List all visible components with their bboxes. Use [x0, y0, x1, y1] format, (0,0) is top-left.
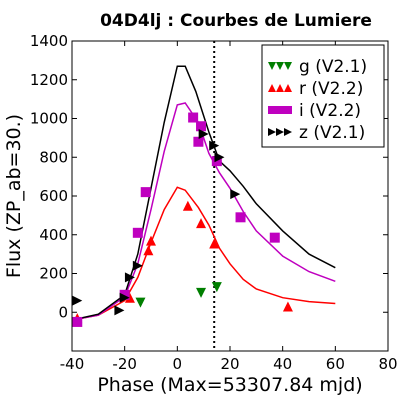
- data-point: [119, 292, 130, 303]
- data-point: [72, 295, 83, 306]
- data-point: [196, 121, 207, 132]
- chart-title: 04D4lj : Courbes de Lumiere: [100, 11, 372, 31]
- data-point: [124, 272, 135, 283]
- data-point: [196, 287, 207, 298]
- data-point: [269, 232, 280, 243]
- data-point: [211, 156, 222, 167]
- x-tick-label: -20: [112, 355, 137, 373]
- legend-entry: z (V2.1): [268, 123, 365, 143]
- y-tick-label: 400: [39, 226, 68, 244]
- data-point: [198, 129, 209, 139]
- x-tick-label: 80: [378, 355, 397, 373]
- data-point: [124, 292, 135, 303]
- data-point: [140, 187, 151, 198]
- legend-label: r (V2.2): [299, 79, 363, 99]
- data-point: [230, 189, 241, 200]
- data-point: [182, 200, 193, 211]
- data-point: [193, 136, 204, 147]
- data-point: [211, 282, 222, 293]
- model-curve: [72, 186, 336, 321]
- data-point: [196, 218, 207, 229]
- y-tick-label: 1000: [30, 110, 68, 128]
- legend-marker: [276, 62, 284, 70]
- data-point: [188, 112, 199, 123]
- x-tick-label: 40: [273, 355, 292, 373]
- data-point: [132, 227, 143, 238]
- legend: g (V2.1)r (V2.2)i (V2.2)z (V2.1): [261, 44, 385, 148]
- data-point: [209, 238, 220, 249]
- x-tick-label: 0: [173, 355, 183, 373]
- x-tick-label: 60: [326, 355, 345, 373]
- y-tick-label: 1400: [30, 32, 68, 50]
- legend-entry: i (V2.2): [268, 101, 361, 121]
- plot-content: [72, 41, 336, 351]
- data-point: [214, 152, 225, 163]
- legend-marker: [268, 84, 276, 92]
- legend-label: z (V2.1): [299, 123, 365, 143]
- x-tick-label: 20: [220, 355, 239, 373]
- y-axis-label: Flux (ZP_ab=30.): [3, 114, 25, 278]
- y-tick-label: 600: [39, 187, 68, 205]
- legend-marker: [268, 128, 276, 136]
- y-tick-label: 200: [39, 265, 68, 283]
- data-point: [143, 245, 154, 256]
- y-tick-label: 1200: [30, 71, 68, 89]
- data-point: [235, 212, 246, 223]
- legend-entries: g (V2.1)r (V2.2)i (V2.2)z (V2.1): [268, 57, 367, 143]
- legend-marker: [276, 128, 284, 136]
- legend-marker: [284, 128, 292, 136]
- data-point: [72, 316, 83, 327]
- data-point: [282, 301, 293, 312]
- legend-marker: [284, 62, 292, 70]
- legend-entry: g (V2.1): [268, 57, 367, 77]
- legend-label: g (V2.1): [299, 57, 367, 77]
- legend-marker: [276, 106, 284, 114]
- legend-marker: [268, 106, 276, 114]
- data-point: [135, 297, 146, 308]
- data-point: [114, 305, 125, 316]
- x-axis-label: Phase (Max=53307.84 mjd): [97, 374, 362, 396]
- legend-marker: [284, 84, 292, 92]
- legend-entry: r (V2.2): [268, 79, 363, 99]
- x-tick-label: -40: [60, 355, 85, 373]
- legend-marker: [268, 62, 276, 70]
- legend-marker: [284, 106, 292, 114]
- data-point: [119, 289, 130, 300]
- legend-label: i (V2.2): [299, 101, 361, 121]
- y-tick-label: 800: [39, 148, 68, 166]
- data-point: [209, 140, 220, 151]
- plot-area: [72, 41, 336, 351]
- y-tick-label: 0: [58, 303, 68, 321]
- legend-marker: [276, 84, 284, 92]
- data-point: [146, 235, 156, 246]
- data-point: [132, 260, 143, 271]
